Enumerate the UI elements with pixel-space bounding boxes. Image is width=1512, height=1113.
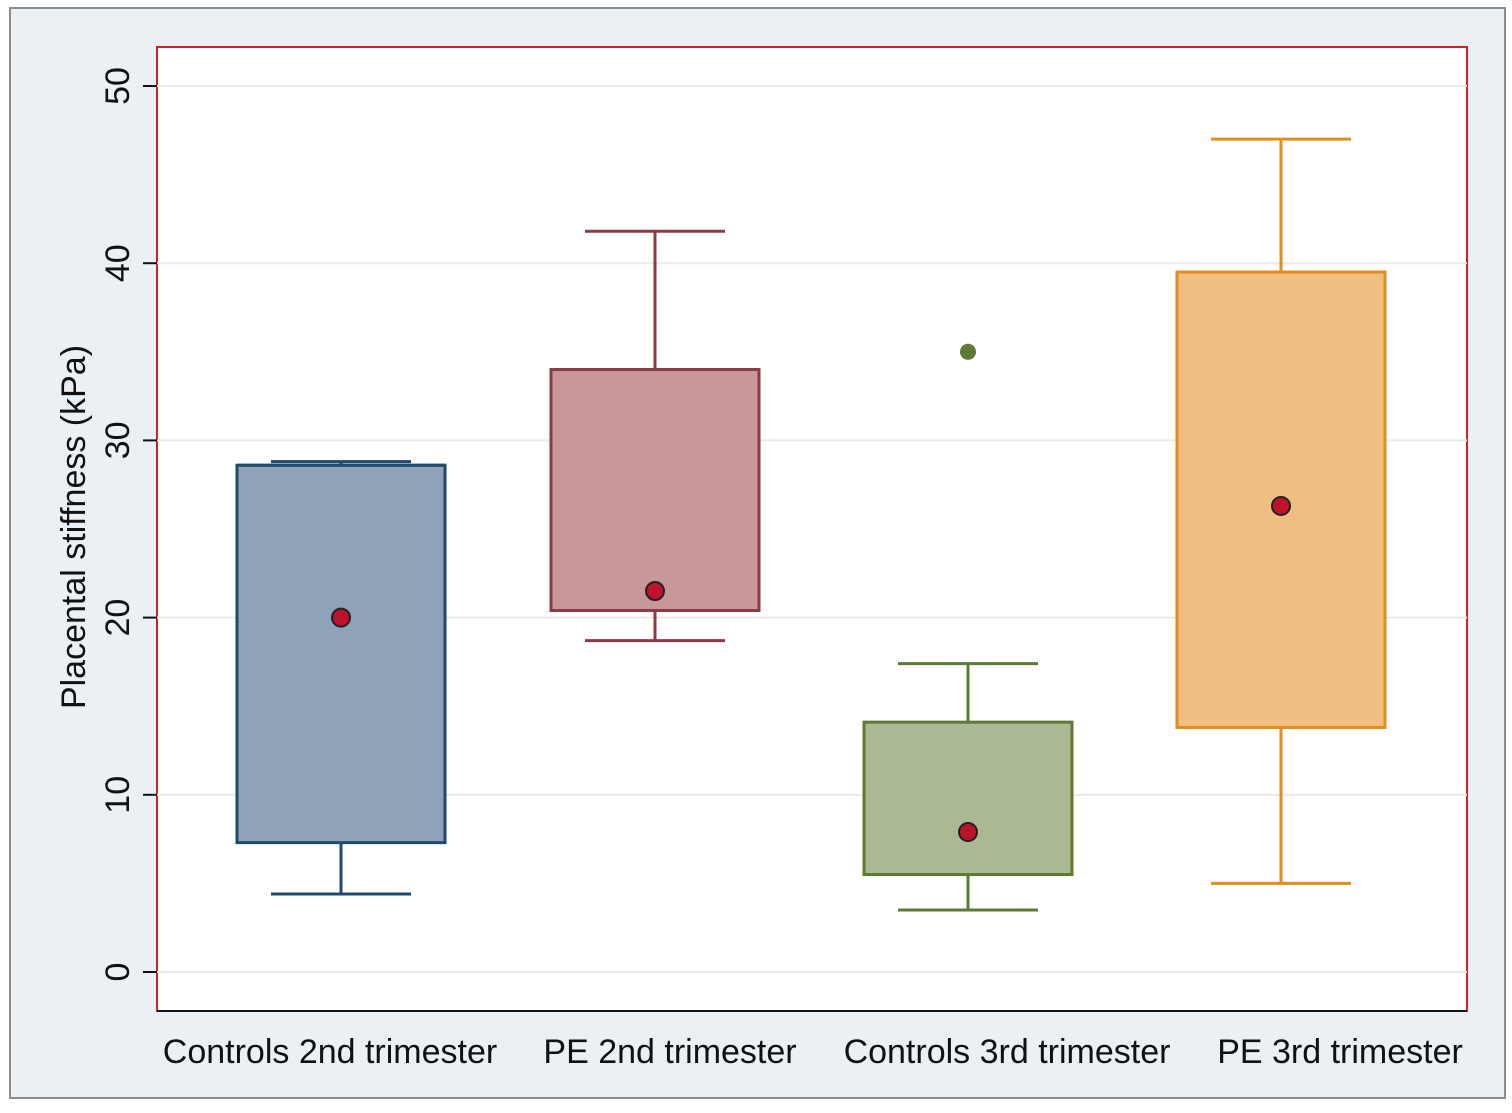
mean-marker — [1271, 495, 1291, 516]
y-tick-label: 40 — [99, 244, 137, 282]
x-category-label: PE 2nd trimester — [543, 1033, 796, 1071]
mean-marker — [958, 822, 978, 843]
box-group — [235, 460, 447, 896]
x-category-label: Controls 2nd trimester — [163, 1033, 497, 1071]
mean-marker — [645, 581, 665, 602]
y-tick-label: 30 — [99, 421, 137, 459]
box-group — [862, 343, 1074, 912]
y-axis-ticks: 0 10 20 30 40 50 — [99, 67, 157, 981]
box-group — [549, 229, 761, 643]
box-body — [549, 368, 761, 613]
x-category-label: Controls 3rd trimester — [844, 1033, 1171, 1071]
box-body — [862, 720, 1074, 877]
box-body — [235, 463, 447, 845]
outlier-point — [960, 343, 976, 360]
box-group — [1175, 137, 1387, 885]
y-tick-label: 0 — [99, 963, 137, 982]
y-tick-label: 10 — [99, 776, 137, 814]
y-tick-label: 20 — [99, 599, 137, 637]
x-axis-category-labels: Controls 2nd trimester PE 2nd trimester Co… — [163, 1033, 1463, 1071]
y-axis-label: Placental stiffness (kPa) — [55, 345, 93, 709]
y-tick-label: 50 — [99, 67, 137, 105]
x-category-label: PE 3rd trimester — [1217, 1033, 1463, 1071]
mean-marker — [331, 607, 351, 628]
boxes — [235, 137, 1387, 912]
